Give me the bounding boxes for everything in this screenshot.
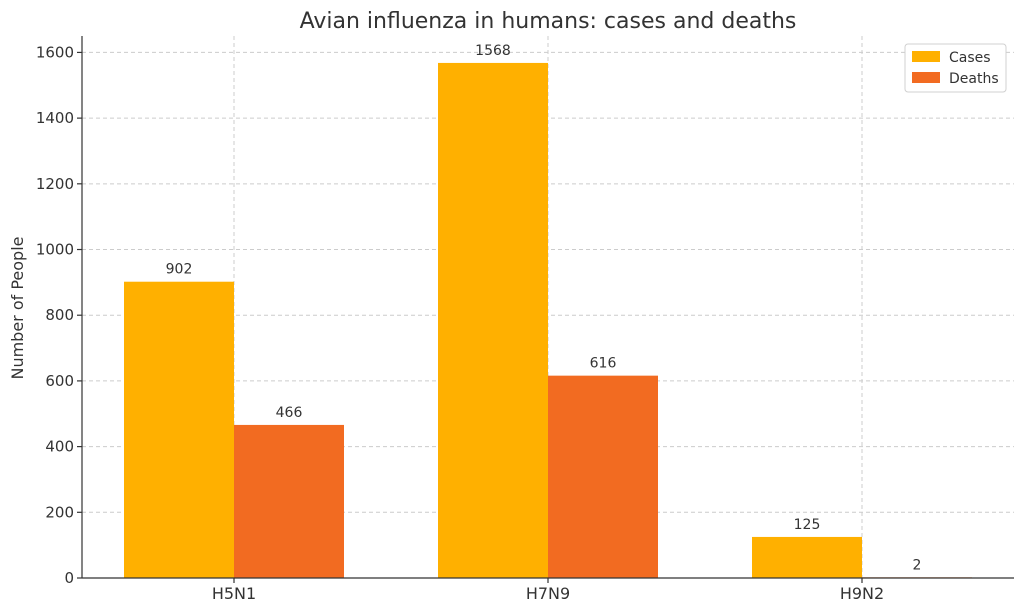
bar-deaths-h7n9 <box>548 375 658 578</box>
data-labels: 902 1568 125 466 616 2 <box>166 43 922 573</box>
axes: 0 200 400 600 800 1000 1200 1400 1600 H5N1 H7N9 H9N… <box>36 36 1014 603</box>
y-tick-label: 0 <box>64 569 74 587</box>
y-tick-label: 1600 <box>36 43 74 61</box>
value-label: 125 <box>794 517 821 533</box>
legend: Cases Deaths <box>904 43 1007 93</box>
legend-label-deaths: Deaths <box>949 71 999 87</box>
y-tick-label: 200 <box>45 503 74 521</box>
y-axis-label: Number of People <box>8 236 27 379</box>
legend-swatch-deaths <box>912 72 940 83</box>
y-tick-label: 1000 <box>36 241 74 259</box>
legend-swatch-cases <box>912 51 940 62</box>
bars <box>124 62 972 579</box>
x-tick-label: H7N9 <box>526 584 570 603</box>
y-tick-label: 800 <box>45 306 74 324</box>
bar-cases-h5n1 <box>124 281 234 578</box>
bar-deaths-h5n1 <box>234 424 344 578</box>
value-label: 1568 <box>475 43 511 59</box>
value-label: 466 <box>276 405 303 421</box>
y-tick-label: 400 <box>45 438 74 456</box>
chart-title: Avian influenza in humans: cases and dea… <box>300 9 797 34</box>
x-tick-label: H5N1 <box>212 584 256 603</box>
bar-cases-h7n9 <box>438 62 548 579</box>
x-tick-label: H9N2 <box>840 584 884 603</box>
y-tick-label: 1200 <box>36 175 74 193</box>
value-label: 2 <box>913 557 922 573</box>
value-label: 902 <box>166 262 193 278</box>
value-label: 616 <box>590 356 617 372</box>
bar-cases-h9n2 <box>752 536 862 578</box>
y-tick-label: 1400 <box>36 109 74 127</box>
legend-label-cases: Cases <box>949 50 991 66</box>
y-tick-label: 600 <box>45 372 74 390</box>
